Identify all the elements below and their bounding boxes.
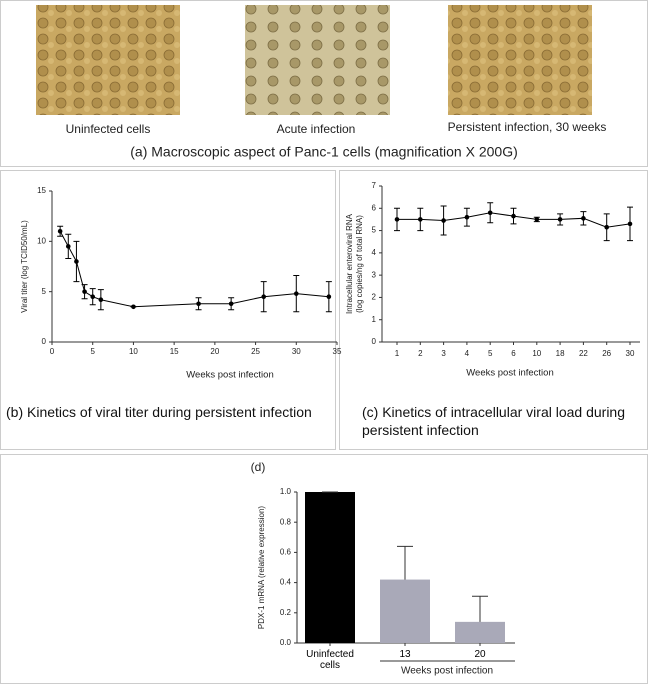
- y-tick-label: 3: [372, 270, 377, 279]
- y-axis-label: (log copies/ng of total RNA): [355, 215, 364, 313]
- data-point: [441, 218, 446, 223]
- image-caption: Uninfected cells: [66, 122, 151, 136]
- x-tick-label: 5: [90, 347, 95, 356]
- y-tick-label: 5: [372, 226, 377, 235]
- x-tick-label: 6: [511, 349, 516, 358]
- data-line: [59, 231, 329, 308]
- chart-title: (d): [251, 460, 266, 474]
- x-tick-label: 13: [399, 649, 411, 660]
- data-point: [604, 224, 609, 230]
- y-tick-label: 1.0: [280, 487, 292, 496]
- x-tick-label: 1: [395, 349, 400, 358]
- data-point: [557, 217, 563, 222]
- data-point: [196, 301, 201, 307]
- y-tick-label: 7: [372, 181, 377, 190]
- y-tick-label: 0.6: [280, 548, 292, 557]
- y-tick-label: 0: [42, 337, 47, 346]
- data-point: [511, 213, 516, 219]
- x-tick-label: 15: [170, 347, 179, 356]
- micrograph: [448, 5, 592, 115]
- panel-caption: (b) Kinetics of viral titer during persi…: [6, 404, 312, 420]
- y-tick-label: 4: [372, 248, 377, 257]
- y-axis-label: Intracellular enteroviral RNA: [345, 213, 354, 314]
- x-tick-label: 10: [532, 349, 541, 358]
- x-tick-label: 2: [418, 349, 423, 358]
- x-tick-label: 26: [602, 349, 611, 358]
- x-tick-label: 10: [129, 347, 138, 356]
- y-tick-label: 6: [372, 203, 377, 212]
- x-tick-label: 30: [292, 347, 301, 356]
- x-tick-label: 18: [556, 349, 565, 358]
- x-tick-label: 5: [488, 349, 493, 358]
- data-point: [418, 217, 423, 222]
- y-tick-label: 0.8: [280, 517, 292, 526]
- data-point: [82, 289, 87, 294]
- error-bar: [397, 545, 413, 580]
- data-point: [394, 217, 400, 222]
- x-tick-label: 20: [210, 347, 219, 356]
- y-axis-label: PDX-1 mRNA (relative expression): [257, 506, 266, 629]
- data-point: [534, 217, 540, 222]
- x-tick-label: 20: [474, 649, 486, 660]
- micrograph: [36, 5, 180, 115]
- data-point: [581, 216, 586, 221]
- data-point: [293, 291, 299, 296]
- data-point: [98, 297, 104, 303]
- y-tick-label: 0: [372, 337, 377, 346]
- y-tick-label: 10: [37, 236, 46, 245]
- x-tick-label: 25: [251, 347, 260, 356]
- micrograph: [245, 5, 390, 115]
- y-tick-label: 2: [372, 293, 377, 302]
- image-caption: Persistent infection, 30 weeks: [448, 120, 607, 134]
- x-axis-label: Weeks post infection: [466, 368, 553, 379]
- error-bar: [472, 595, 488, 622]
- x-tick-label: 35: [333, 347, 342, 356]
- y-tick-label: 1: [372, 315, 377, 324]
- x-tick-label: 30: [626, 349, 635, 358]
- y-tick-label: 0.2: [280, 608, 292, 617]
- group-label: Weeks post infection: [401, 666, 493, 677]
- data-point: [627, 221, 633, 227]
- panel-b-border: [0, 170, 336, 450]
- data-point: [261, 294, 267, 300]
- x-tick-label: 22: [579, 349, 588, 358]
- y-tick-label: 0.4: [280, 578, 292, 587]
- bar: [380, 579, 430, 643]
- x-axis-label: Weeks post infection: [186, 370, 273, 381]
- bar: [455, 621, 505, 643]
- image-caption: Acute infection: [277, 122, 356, 136]
- data-point: [228, 301, 234, 307]
- data-point: [57, 228, 63, 234]
- y-tick-label: 0.0: [280, 638, 292, 647]
- x-tick-label: Uninfected cells: [306, 649, 354, 671]
- x-tick-label: 3: [441, 349, 446, 358]
- data-point: [74, 259, 79, 264]
- y-axis-label: Viral titer (log TCID50/mL): [20, 220, 29, 313]
- data-point: [464, 214, 470, 220]
- panel-caption: (a) Macroscopic aspect of Panc-1 cells (…: [130, 144, 518, 160]
- panel-caption: (c) Kinetics of intracellular viral load…: [362, 404, 625, 438]
- x-tick-label: 4: [465, 349, 470, 358]
- bar: [305, 492, 355, 643]
- data-point: [131, 304, 136, 310]
- y-tick-label: 5: [42, 287, 47, 296]
- data-point: [90, 294, 96, 300]
- y-tick-label: 15: [37, 186, 46, 195]
- data-point: [487, 210, 493, 216]
- data-point: [65, 244, 71, 249]
- data-point: [326, 294, 332, 300]
- x-tick-label: 0: [50, 347, 55, 356]
